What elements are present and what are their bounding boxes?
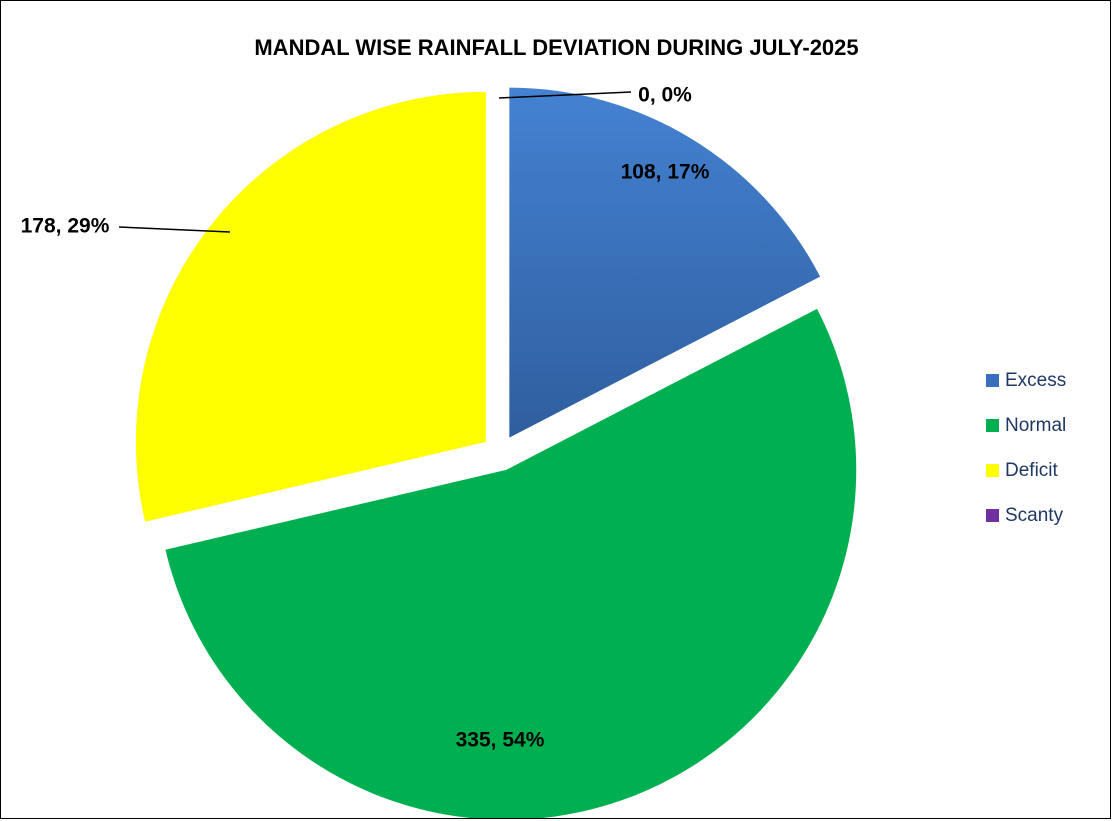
pie-slice-normal [165, 308, 857, 818]
legend-swatch [986, 464, 999, 477]
data-label-normal: 335, 54% [456, 729, 545, 752]
leader-line-deficit [118, 226, 231, 233]
data-label-scanty: 0, 0% [638, 84, 692, 107]
data-label-excess: 108, 17% [621, 161, 710, 184]
legend-item-scanty: Scanty [986, 504, 1066, 527]
pie-slice-deficit [135, 91, 486, 522]
legend-label: Excess [1005, 369, 1067, 391]
legend-label: Scanty [1005, 504, 1064, 526]
legend-item-normal: Normal [986, 414, 1066, 437]
legend-swatch [986, 374, 999, 387]
leader-line-scanty [498, 91, 632, 99]
pie-slice-excess [509, 87, 821, 438]
legend-label: Deficit [1005, 459, 1058, 481]
legend-swatch [986, 419, 999, 432]
legend-label: Normal [1005, 414, 1067, 436]
data-label-deficit: 178, 29% [21, 215, 110, 238]
chart-title: MANDAL WISE RAINFALL DEVIATION DURING JU… [254, 35, 859, 60]
legend: Excess Normal Deficit Scanty [986, 369, 1066, 549]
legend-item-deficit: Deficit [986, 459, 1066, 482]
legend-swatch [986, 509, 999, 522]
legend-item-excess: Excess [986, 369, 1066, 392]
